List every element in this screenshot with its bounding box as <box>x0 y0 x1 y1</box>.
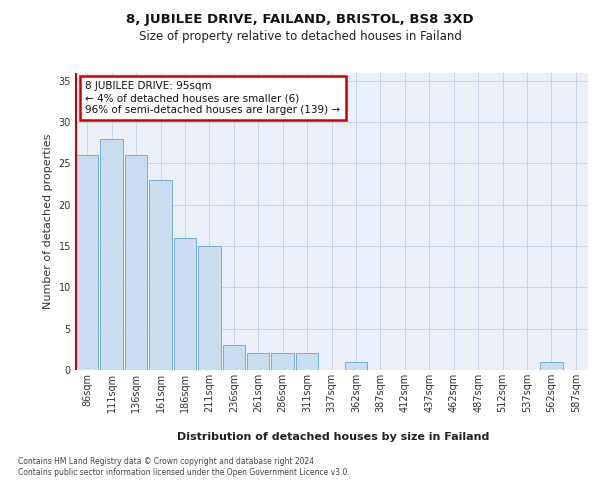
Bar <box>198 246 221 370</box>
Bar <box>296 354 319 370</box>
Bar <box>173 238 196 370</box>
Text: Distribution of detached houses by size in Failand: Distribution of detached houses by size … <box>177 432 489 442</box>
Text: 8 JUBILEE DRIVE: 95sqm
← 4% of detached houses are smaller (6)
96% of semi-detac: 8 JUBILEE DRIVE: 95sqm ← 4% of detached … <box>85 82 340 114</box>
Bar <box>149 180 172 370</box>
Bar <box>125 155 148 370</box>
Bar <box>247 354 269 370</box>
Bar <box>223 345 245 370</box>
Text: 8, JUBILEE DRIVE, FAILAND, BRISTOL, BS8 3XD: 8, JUBILEE DRIVE, FAILAND, BRISTOL, BS8 … <box>126 12 474 26</box>
Text: Size of property relative to detached houses in Failand: Size of property relative to detached ho… <box>139 30 461 43</box>
Bar <box>100 138 123 370</box>
Y-axis label: Number of detached properties: Number of detached properties <box>43 134 53 309</box>
Bar <box>540 362 563 370</box>
Text: Contains HM Land Registry data © Crown copyright and database right 2024.
Contai: Contains HM Land Registry data © Crown c… <box>18 458 350 477</box>
Bar <box>271 354 294 370</box>
Bar <box>344 362 367 370</box>
Bar <box>76 155 98 370</box>
